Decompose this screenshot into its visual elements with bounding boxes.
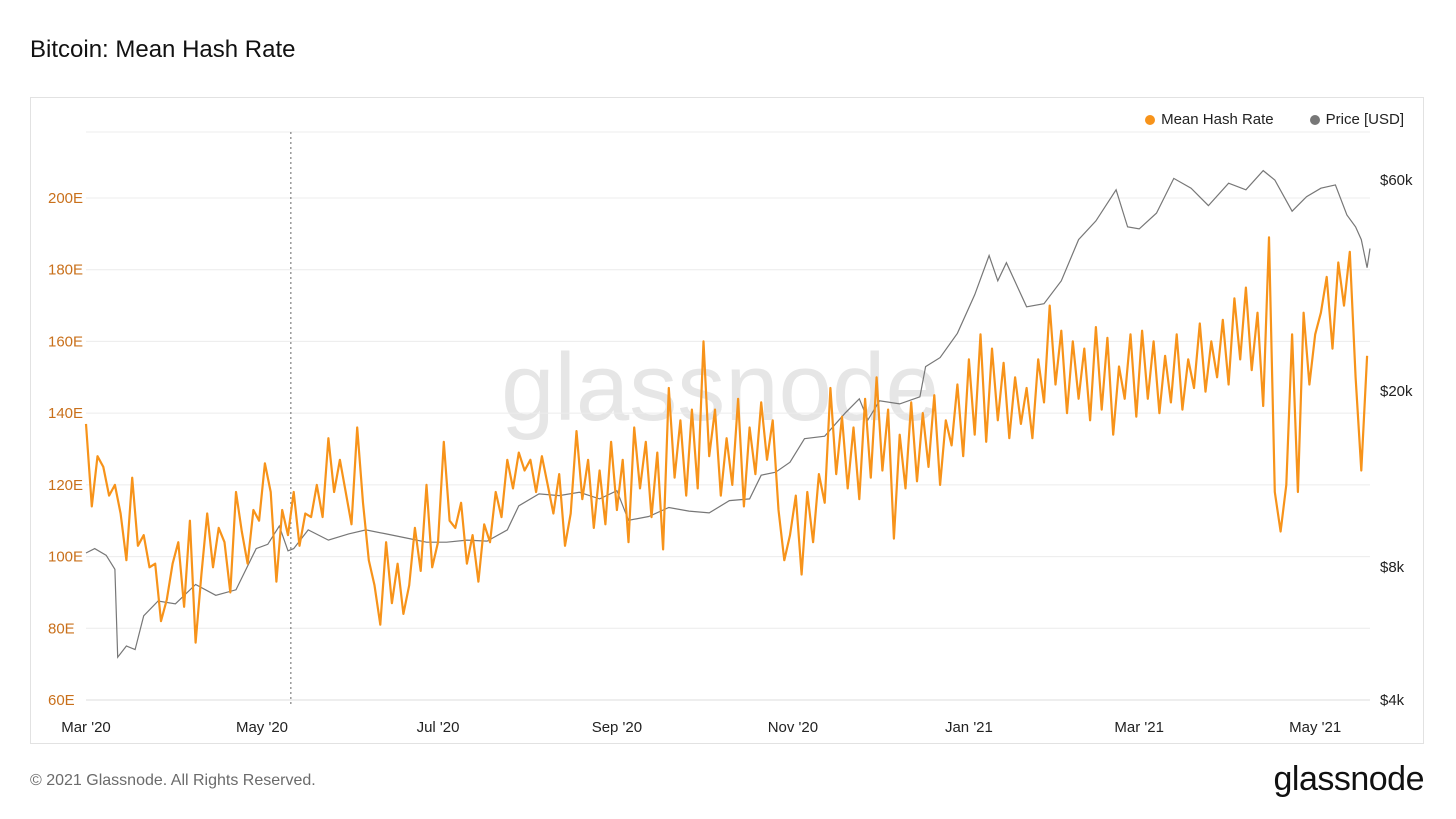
legend-item-price[interactable]: Price [USD] bbox=[1309, 111, 1404, 128]
hash-rate-line[interactable] bbox=[84, 236, 1369, 644]
y-left-tick-label: 60E bbox=[48, 692, 75, 709]
legend-dot-price bbox=[1309, 114, 1320, 125]
y-right-tick-label: $4k bbox=[1380, 692, 1405, 709]
x-tick-label: May '20 bbox=[236, 719, 288, 736]
x-tick-label: May '21 bbox=[1289, 719, 1341, 736]
x-tick-label: Jan '21 bbox=[945, 719, 993, 736]
x-tick-label: Nov '20 bbox=[768, 719, 818, 736]
y-left-tick-label: 140E bbox=[48, 405, 83, 422]
copyright: © 2021 Glassnode. All Rights Reserved. bbox=[30, 772, 316, 789]
y-left-tick-label: 200E bbox=[48, 190, 83, 207]
brand-logo[interactable]: glassnode bbox=[1273, 760, 1424, 798]
x-tick-label: Mar '21 bbox=[1114, 719, 1164, 736]
y-left-tick-label: 180E bbox=[48, 262, 83, 279]
y-left-tick-label: 100E bbox=[48, 549, 83, 566]
x-tick-label: Sep '20 bbox=[592, 719, 642, 736]
left-axis: 60E 80E 100E 120E 140E 160E 180E 200E bbox=[48, 190, 83, 709]
legend: Mean Hash Rate Price [USD] bbox=[1145, 111, 1404, 128]
y-left-tick-label: 160E bbox=[48, 333, 83, 350]
legend-label: Price [USD] bbox=[1325, 111, 1404, 128]
legend-label: Mean Hash Rate bbox=[1161, 111, 1274, 128]
y-right-tick-label: $20k bbox=[1380, 383, 1413, 400]
legend-item-hash-rate[interactable]: Mean Hash Rate bbox=[1145, 111, 1274, 128]
y-left-tick-label: 80E bbox=[48, 620, 75, 637]
legend-dot-hash-rate bbox=[1145, 114, 1156, 125]
grid-lines bbox=[86, 131, 1370, 701]
y-right-tick-label: $8k bbox=[1380, 559, 1405, 576]
right-axis: $4k $8k $20k $60k bbox=[1380, 172, 1413, 709]
x-tick-label: Mar '20 bbox=[61, 719, 111, 736]
x-axis: Mar '20 May '20 Jul '20 Sep '20 Nov '20 Jan '… bbox=[61, 719, 1341, 736]
x-tick-label: Jul '20 bbox=[417, 719, 460, 736]
y-left-tick-label: 120E bbox=[48, 477, 83, 494]
page-title: Bitcoin: Mean Hash Rate bbox=[30, 36, 296, 63]
y-right-tick-label: $60k bbox=[1380, 172, 1413, 189]
price-line[interactable] bbox=[85, 169, 1371, 659]
chart-panel bbox=[30, 97, 1424, 744]
